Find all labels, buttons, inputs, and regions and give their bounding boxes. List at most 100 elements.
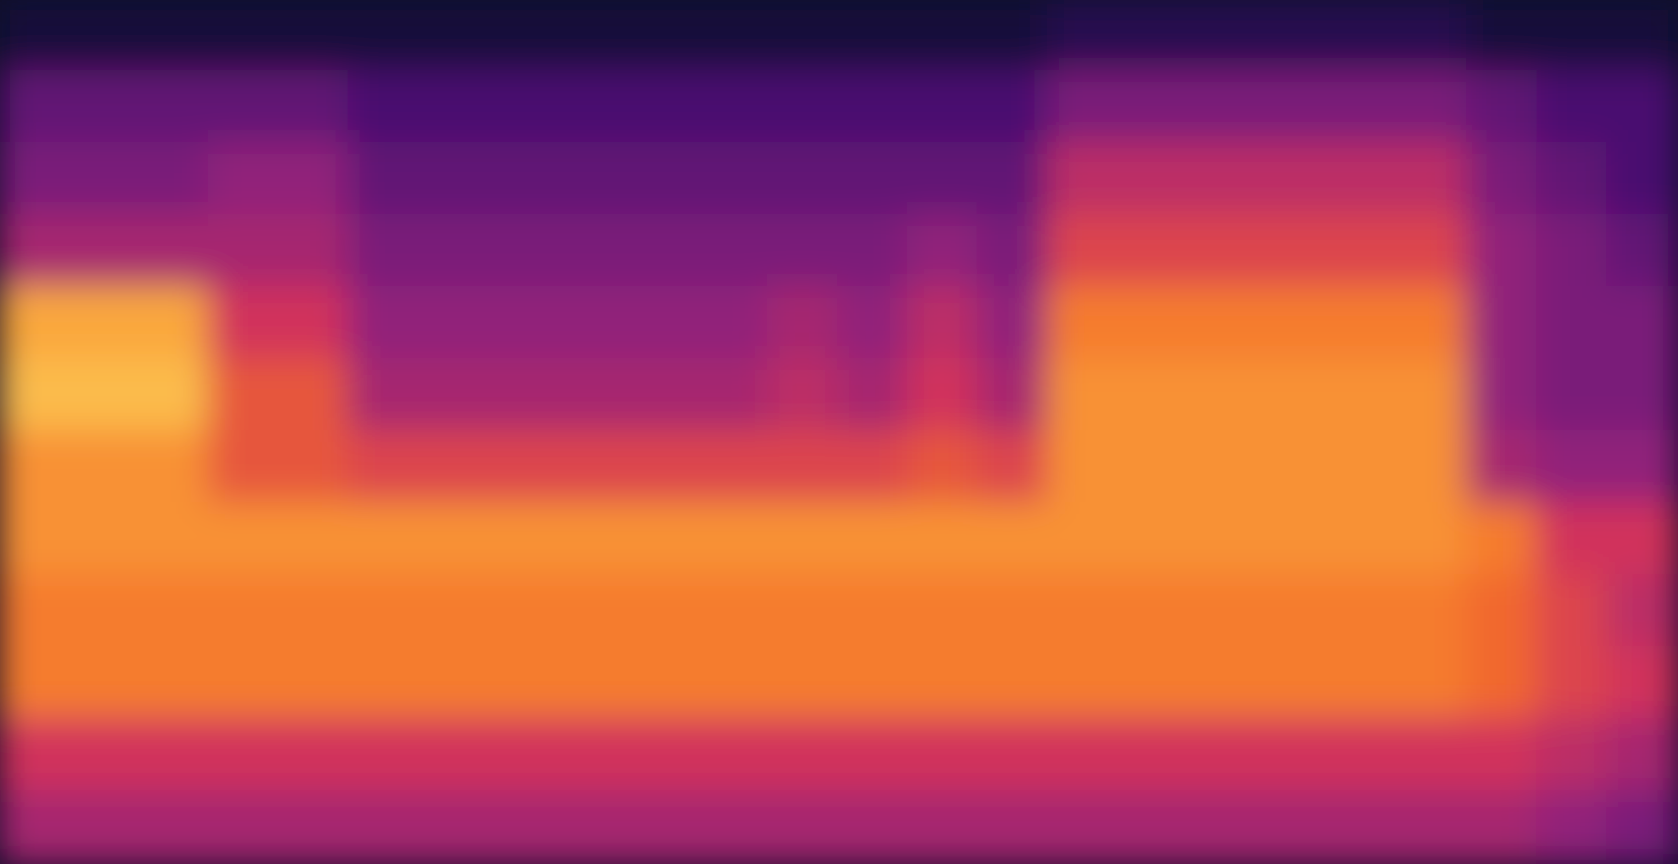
- heatmap-cell: [1326, 142, 1401, 218]
- heatmap-cell: [67, 214, 142, 290]
- heatmap-cell: [976, 0, 1051, 74]
- heatmap-cell: [207, 646, 282, 722]
- heatmap-cell: [137, 646, 212, 722]
- heatmap-cell: [906, 502, 981, 578]
- heatmap-cell: [1186, 70, 1261, 146]
- heatmap-cell: [627, 214, 702, 290]
- heatmap-cell: [347, 142, 422, 218]
- heatmap-cell: [1046, 646, 1121, 722]
- heatmap-cell: [487, 646, 562, 722]
- heatmap-cell: [347, 790, 422, 864]
- heatmap-cell: [207, 0, 282, 74]
- heatmap-cell: [767, 70, 841, 146]
- heatmap-cell: [837, 502, 911, 578]
- heatmap-cell: [1186, 646, 1261, 722]
- heatmap-cell: [837, 646, 911, 722]
- heatmap-cell: [557, 430, 632, 506]
- heatmap-cell: [627, 718, 702, 794]
- heatmap-cell: [1046, 430, 1121, 506]
- heatmap-cell: [1606, 214, 1678, 290]
- heatmap-cell: [417, 0, 492, 74]
- heatmap-cell: [417, 430, 492, 506]
- heatmap-cell: [767, 0, 841, 74]
- heatmap-cell: [1536, 286, 1611, 362]
- heatmap-cell: [67, 502, 142, 578]
- heatmap-cell: [976, 790, 1051, 864]
- heatmap-cell: [0, 718, 72, 794]
- heatmap-cell: [417, 646, 492, 722]
- heatmap-cell: [976, 286, 1051, 362]
- heatmap-cell: [487, 718, 562, 794]
- heatmap-cell: [767, 214, 841, 290]
- heatmap-cell: [0, 214, 72, 290]
- heatmap-cell: [1466, 214, 1541, 290]
- heatmap-cell: [417, 574, 492, 650]
- heatmap-cell: [1326, 358, 1401, 434]
- heatmap-cell: [1046, 718, 1121, 794]
- heatmap-cell: [697, 286, 772, 362]
- heatmap-cell: [487, 142, 562, 218]
- heatmap-cell: [837, 0, 911, 74]
- heatmap-cell: [906, 142, 981, 218]
- heatmap-cell: [697, 430, 772, 506]
- heatmap-cell: [1396, 214, 1471, 290]
- heatmap-cell: [1186, 718, 1261, 794]
- heatmap-cell: [207, 358, 282, 434]
- heatmap-cell: [1256, 574, 1331, 650]
- heatmap-cell: [837, 142, 911, 218]
- heatmap-cell: [1536, 790, 1611, 864]
- heatmap-cell: [906, 574, 981, 650]
- heatmap-cell: [277, 718, 352, 794]
- heatmap-cell: [1116, 502, 1191, 578]
- heatmap-cell: [1606, 142, 1678, 218]
- heatmap-cell: [1116, 286, 1191, 362]
- heatmap-cell: [1186, 790, 1261, 864]
- heatmap-cell: [1606, 574, 1678, 650]
- heatmap-cell: [697, 358, 772, 434]
- heatmap-cell: [137, 0, 212, 74]
- heatmap-cell: [277, 646, 352, 722]
- heatmap-cell: [417, 718, 492, 794]
- heatmap-cell: [1046, 790, 1121, 864]
- heatmap-cell: [137, 502, 212, 578]
- heatmap-cell: [277, 286, 352, 362]
- heatmap-cell: [277, 214, 352, 290]
- heatmap-cell: [1326, 70, 1401, 146]
- heatmap-cell: [1186, 430, 1261, 506]
- heatmap-cell: [906, 790, 981, 864]
- heatmap-cell: [277, 790, 352, 864]
- heatmap-cell: [277, 358, 352, 434]
- heatmap-cell: [1116, 430, 1191, 506]
- heatmap-cell: [1326, 430, 1401, 506]
- heatmap-cell: [906, 718, 981, 794]
- heatmap-cell: [347, 70, 422, 146]
- heatmap-cell: [976, 358, 1051, 434]
- heatmap-cell: [1116, 70, 1191, 146]
- heatmap-cell: [976, 574, 1051, 650]
- heatmap-cell: [1606, 646, 1678, 722]
- heatmap-cell: [0, 142, 72, 218]
- heatmap-cell: [1256, 0, 1331, 74]
- heatmap-cell: [137, 142, 212, 218]
- heatmap-cell: [487, 790, 562, 864]
- heatmap-cell: [697, 790, 772, 864]
- heatmap-cell: [837, 286, 911, 362]
- heatmap-cell: [1186, 286, 1261, 362]
- heatmap-cell: [1256, 646, 1331, 722]
- heatmap-cell: [627, 286, 702, 362]
- heatmap-cell: [627, 502, 702, 578]
- heatmap-cell: [557, 286, 632, 362]
- heatmap-cell: [137, 214, 212, 290]
- heatmap-cell: [277, 574, 352, 650]
- heatmap-cell: [1116, 142, 1191, 218]
- heatmap-cell: [487, 70, 562, 146]
- heatmap-cell: [1326, 718, 1401, 794]
- heatmap-cell: [767, 646, 841, 722]
- heatmap-cell: [767, 574, 841, 650]
- heatmap-cell: [906, 430, 981, 506]
- heatmap-cell: [277, 142, 352, 218]
- heatmap-cell: [557, 718, 632, 794]
- heatmap-cell: [67, 718, 142, 794]
